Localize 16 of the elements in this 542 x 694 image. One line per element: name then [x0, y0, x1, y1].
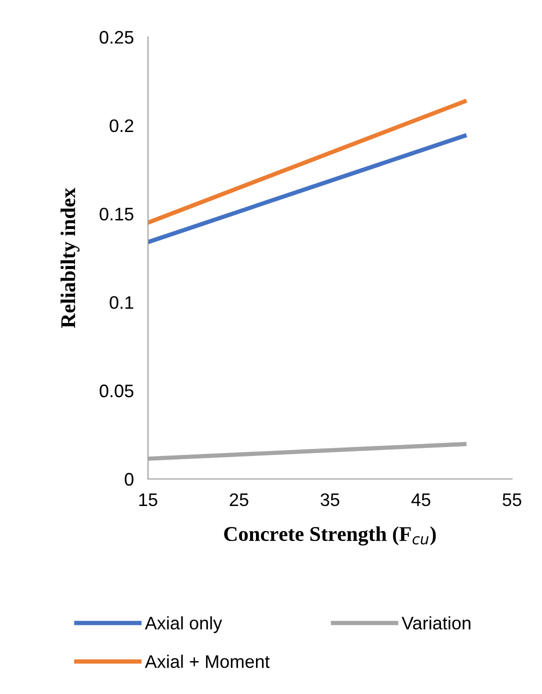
y-axis-title: Reliabilty index — [60, 188, 80, 328]
y-tick-label: 0 — [124, 472, 134, 486]
y-tick-label: 0.15 — [100, 208, 134, 221]
x-tick-label: 55 — [502, 494, 522, 506]
x-tick-label: 35 — [320, 493, 340, 506]
x-tick-label: 25 — [230, 493, 248, 506]
x-axis-title: Concrete Strength (F$_{cu}$) — [224, 526, 436, 546]
y-tick-label: 0.1 — [110, 296, 134, 309]
y-tick-label: 0.25 — [100, 30, 134, 44]
legend-label: Axial only — [144, 616, 222, 634]
x-tick-label: 45 — [411, 494, 430, 506]
legend-label: Variation — [402, 616, 470, 630]
x-tick-label: 15 — [139, 494, 158, 506]
y-tick-label: 0.2 — [110, 119, 134, 132]
y-tick-label: 0.05 — [100, 384, 134, 398]
legend-label: Axial + Moment — [144, 654, 270, 668]
